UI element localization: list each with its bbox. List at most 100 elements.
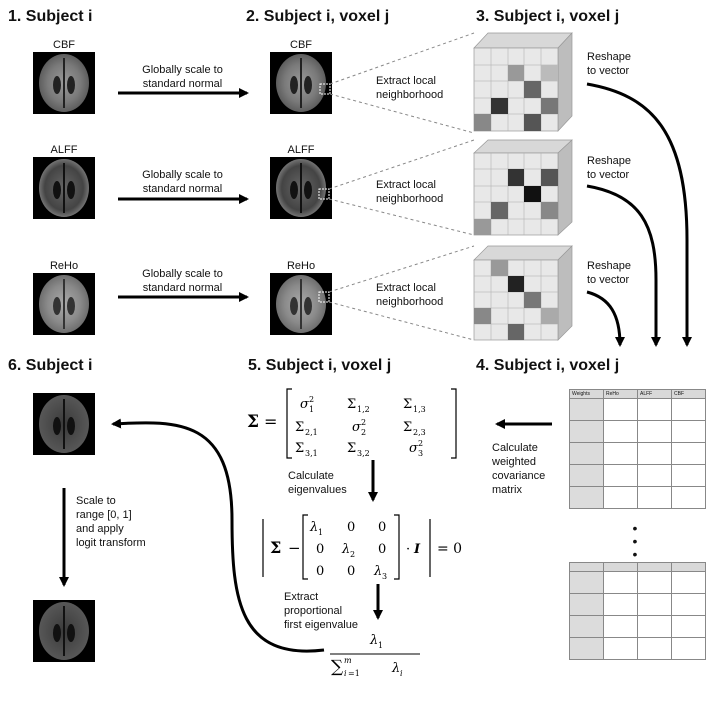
arrow-to-output [111, 418, 325, 653]
ellipsis-dots: • • • [632, 520, 638, 562]
table-header-reho: ReHo [603, 389, 638, 399]
modality-label-reho-2: ReHo [286, 260, 316, 272]
table-row [569, 442, 706, 465]
svg-text:i: i [344, 669, 347, 678]
svg-text:3,1: 3,1 [305, 449, 318, 458]
scale-text-1: Globally scale to standard normal [142, 64, 223, 90]
covariance-matrix: Σ = σ 21 Σ 1,2 Σ 1,3 Σ 2,1 σ 22 Σ 2,3 Σ 3,1 Σ 3,… [247, 388, 457, 459]
svg-text:0: 0 [378, 520, 386, 535]
modality-label-cbf-2: CBF [290, 39, 312, 51]
table-row [569, 420, 706, 443]
svg-text:λ: λ [373, 564, 382, 579]
table-row [569, 464, 706, 487]
scale-text-3: Globally scale to standard normal [142, 268, 223, 294]
weights-table-top: Weights ReHo ALFF CBF [569, 389, 706, 509]
panel-4-title: 4. Subject i, voxel j [476, 357, 620, 374]
brain-alff-scaled [270, 157, 332, 219]
voxel-cube-cbf [473, 32, 573, 132]
voxel-cube-alff [473, 139, 573, 236]
table-row [569, 637, 706, 660]
svg-text:0: 0 [316, 564, 324, 579]
voxel-cube-reho [473, 245, 573, 341]
svg-text:σ: σ [352, 420, 362, 435]
svg-text:Σ: Σ [347, 441, 356, 456]
svg-text:1: 1 [318, 528, 323, 537]
modality-label-reho: ReHo [49, 260, 79, 272]
svg-text:0: 0 [378, 542, 386, 557]
brain-output-1 [33, 393, 95, 455]
svg-text:Σ: Σ [295, 441, 304, 456]
scale-text-2: Globally scale to standard normal [142, 169, 223, 195]
dashed-connectors [328, 32, 475, 341]
brain-alff-original [33, 157, 95, 219]
svg-text:= 0: = 0 [437, 541, 462, 557]
svg-text:3: 3 [418, 449, 423, 458]
panel-2-title: 2. Subject i, voxel j [246, 8, 390, 25]
svg-text:Σ: Σ [295, 420, 304, 435]
logit-text: Scale to range [0, 1] and apply logit tran… [76, 495, 146, 549]
svg-text:Σ: Σ [347, 397, 356, 412]
arrow-reshape-cbf [586, 82, 692, 347]
svg-text:∑: ∑ [331, 657, 343, 677]
arrow-reshape-alff [586, 184, 661, 347]
svg-text:·: · [406, 542, 410, 557]
table-row [569, 615, 706, 638]
svg-text:2: 2 [309, 395, 314, 404]
svg-text:Σ: Σ [247, 412, 259, 432]
svg-text:=: = [264, 412, 277, 431]
weights-table-bottom [569, 562, 706, 660]
svg-text:0: 0 [347, 520, 355, 535]
svg-text:σ: σ [409, 441, 419, 456]
svg-text:λ: λ [391, 661, 400, 676]
svg-text:m: m [344, 656, 352, 665]
svg-text:2: 2 [361, 428, 366, 437]
svg-text:λ: λ [369, 633, 378, 648]
extract-text-3: Extract local neighborhood [376, 282, 444, 308]
covariance-text: Calculate weighted covariance matrix [492, 442, 546, 496]
svg-text:1,3: 1,3 [413, 405, 426, 414]
svg-text:I: I [413, 542, 421, 557]
svg-text:=1: =1 [348, 669, 360, 678]
brain-reho-original [33, 273, 95, 335]
svg-text:2,3: 2,3 [413, 428, 426, 437]
panel-5-title: 5. Subject i, voxel j [248, 357, 392, 374]
modality-label-alff: ALFF [50, 144, 78, 156]
svg-text:i: i [400, 669, 403, 678]
svg-text:2,1: 2,1 [305, 428, 318, 437]
brain-output-2 [33, 600, 95, 662]
table-row [569, 486, 706, 509]
extract-text-2: Extract local neighborhood [376, 179, 444, 205]
svg-text:1: 1 [309, 405, 314, 414]
brain-cbf-original [33, 52, 95, 114]
table-row [569, 593, 706, 616]
svg-text:σ: σ [300, 397, 310, 412]
svg-text:3: 3 [382, 572, 387, 581]
brain-cbf-scaled [270, 52, 332, 114]
table-row [569, 562, 706, 572]
svg-text:2: 2 [350, 550, 355, 559]
svg-text:1: 1 [378, 641, 383, 650]
svg-text:−: − [288, 539, 301, 557]
brain-reho-scaled [270, 273, 332, 335]
svg-text:2: 2 [361, 418, 366, 427]
panel-6-title: 6. Subject i [8, 357, 93, 374]
reshape-text-1: Reshape to vector [587, 51, 632, 77]
svg-text:0: 0 [316, 542, 324, 557]
reshape-text-3: Reshape to vector [587, 260, 632, 286]
svg-text:λ: λ [309, 520, 318, 535]
arrow-reshape-reho [586, 290, 625, 347]
panel-3-title: 3. Subject i, voxel j [476, 8, 620, 25]
table-header-weights: Weights [569, 389, 604, 399]
table-row [569, 571, 706, 594]
eigenvalues-text: Calculate eigenvalues [288, 470, 347, 496]
modality-label-cbf: CBF [53, 39, 75, 51]
extract-text-1: Extract local neighborhood [376, 75, 444, 101]
panel-1-title: 1. Subject i [8, 8, 93, 25]
proportional-text: Extract proportional first eigenvalue [284, 591, 358, 631]
svg-text:Σ: Σ [403, 420, 412, 435]
table-header-cbf: CBF [671, 389, 706, 399]
svg-text:Σ: Σ [403, 397, 412, 412]
